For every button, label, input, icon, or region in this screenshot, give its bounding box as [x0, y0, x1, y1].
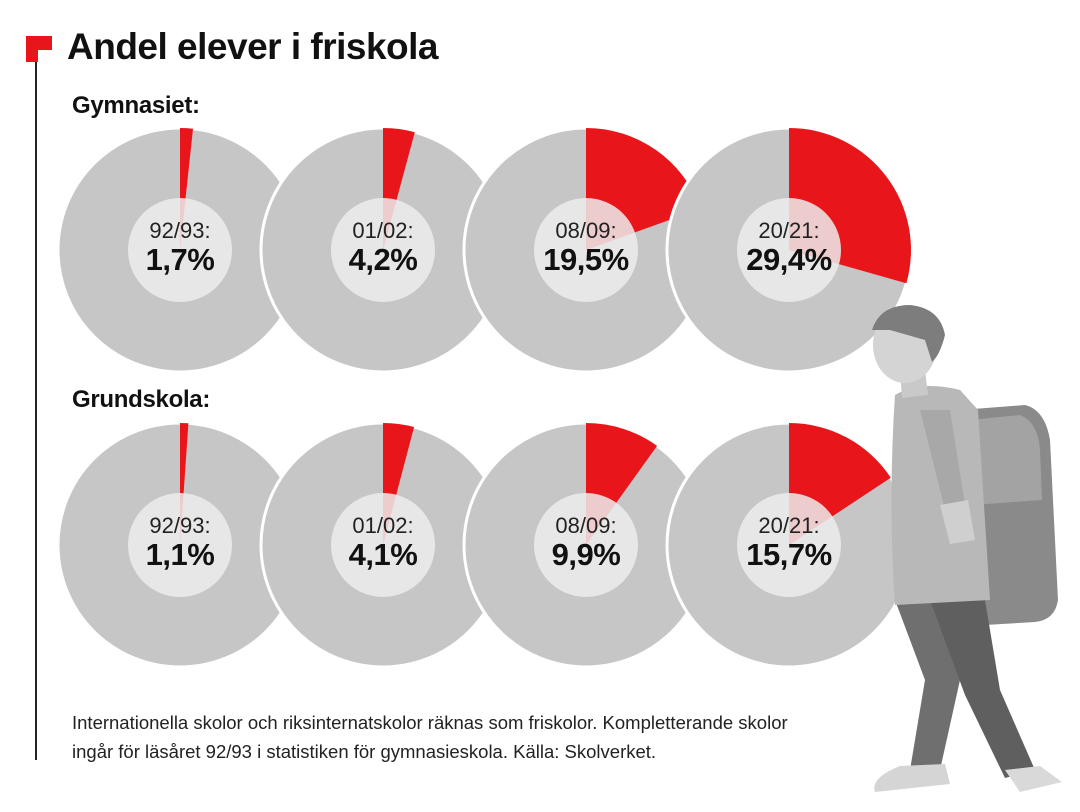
pie-value-1-1: 4,1%	[303, 538, 463, 572]
pie-year-0-0: 92/93:	[100, 219, 260, 243]
pie-label-1-1: 01/02: 4,1%	[303, 514, 463, 572]
pie-label-0-1: 01/02: 4,2%	[303, 219, 463, 277]
pie-value-1-2: 9,9%	[506, 538, 666, 572]
student-illustration	[800, 300, 1080, 812]
pie-label-1-0: 92/93: 1,1%	[100, 514, 260, 572]
pie-year-1-1: 01/02:	[303, 514, 463, 538]
pie-label-0-2: 08/09: 19,5%	[506, 219, 666, 277]
pie-value-0-0: 1,7%	[100, 243, 260, 277]
pie-label-0-0: 92/93: 1,7%	[100, 219, 260, 277]
pie-value-1-0: 1,1%	[100, 538, 260, 572]
pie-value-0-2: 19,5%	[506, 243, 666, 277]
pie-year-0-3: 20/21:	[709, 219, 869, 243]
pie-label-1-2: 08/09: 9,9%	[506, 514, 666, 572]
pie-year-1-0: 92/93:	[100, 514, 260, 538]
pie-value-0-3: 29,4%	[709, 243, 869, 277]
footnote: Internationella skolor och riksinternats…	[72, 708, 832, 766]
pie-year-0-1: 01/02:	[303, 219, 463, 243]
pie-value-0-1: 4,2%	[303, 243, 463, 277]
pie-year-1-2: 08/09:	[506, 514, 666, 538]
pie-label-0-3: 20/21: 29,4%	[709, 219, 869, 277]
pie-year-0-2: 08/09:	[506, 219, 666, 243]
